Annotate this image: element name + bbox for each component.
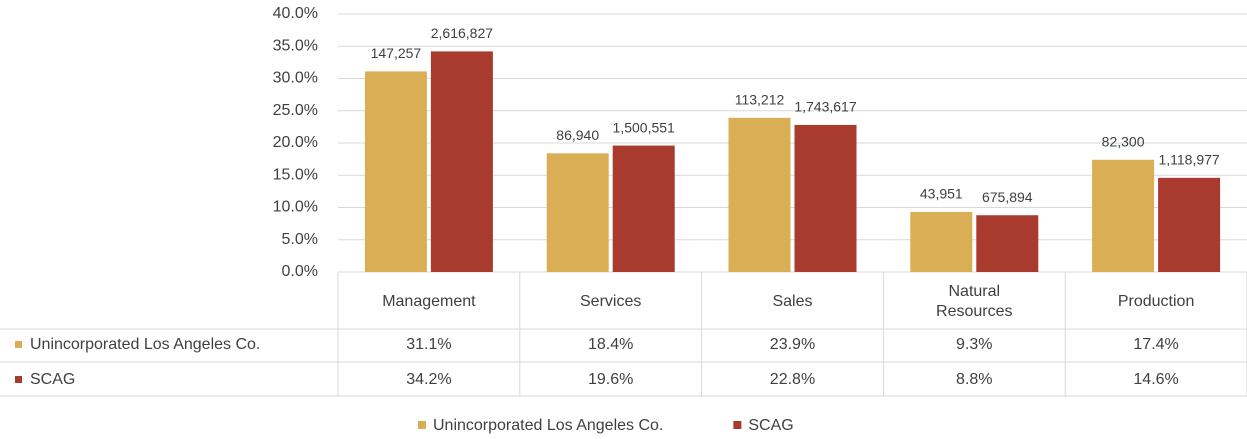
bar: [1092, 159, 1155, 272]
table-value: 9.3%: [956, 336, 993, 353]
legend-label: Unincorporated Los Angeles Co.: [433, 417, 663, 434]
x-tick-label: Management: [382, 293, 476, 310]
data-label: 82,300: [1102, 133, 1145, 149]
table-value: 14.6%: [1133, 371, 1179, 388]
bar: [430, 51, 493, 272]
table-value: 31.1%: [406, 336, 452, 353]
table-value: 34.2%: [406, 371, 452, 388]
data-label: 1,500,551: [613, 119, 675, 135]
table-value: 17.4%: [1133, 336, 1179, 353]
table-row-label: SCAG: [30, 371, 76, 388]
data-label: 86,940: [556, 127, 599, 143]
legend-label: SCAG: [748, 417, 793, 434]
y-tick-label: 10.0%: [273, 199, 318, 216]
y-tick-label: 5.0%: [282, 231, 318, 248]
y-tick-label: 30.0%: [273, 70, 318, 87]
data-label: 675,894: [982, 189, 1033, 205]
table-value: 18.4%: [588, 336, 634, 353]
table-value: 23.9%: [769, 336, 816, 353]
table-row-label: Unincorporated Los Angeles Co.: [30, 336, 261, 353]
bar: [546, 153, 609, 272]
table-value: 8.8%: [956, 371, 993, 388]
table-legend-key: [15, 341, 22, 348]
y-tick-label: 40.0%: [273, 5, 318, 22]
bar: [976, 215, 1039, 272]
x-tick-label: Sales: [772, 293, 813, 310]
bar: [728, 117, 791, 272]
bar: [612, 145, 675, 272]
data-label: 2,616,827: [431, 25, 493, 41]
x-tick-label: Production: [1117, 293, 1195, 310]
data-label: 113,212: [735, 92, 785, 108]
table-value: 22.8%: [769, 371, 816, 388]
x-tick-label: Natural Resources: [936, 283, 1013, 320]
bar: [1158, 177, 1221, 272]
data-label: 147,257: [371, 45, 422, 61]
y-tick-label: 15.0%: [273, 166, 318, 183]
y-tick-label: 20.0%: [273, 134, 318, 151]
table-value: 19.6%: [588, 371, 634, 388]
data-label: 1,743,617: [794, 99, 856, 115]
data-label: 43,951: [920, 186, 963, 202]
bar: [364, 71, 427, 272]
legend-key: [733, 421, 742, 429]
y-tick-label: 25.0%: [273, 102, 318, 119]
bar: [794, 124, 857, 272]
data-label: 1,118,977: [1158, 152, 1219, 168]
y-tick-label: 35.0%: [273, 37, 318, 54]
bar: [910, 212, 973, 272]
x-tick-label: Services: [580, 293, 642, 310]
y-tick-label: 0.0%: [282, 263, 318, 280]
legend-key: [418, 421, 426, 429]
table-legend-key: [15, 376, 22, 383]
